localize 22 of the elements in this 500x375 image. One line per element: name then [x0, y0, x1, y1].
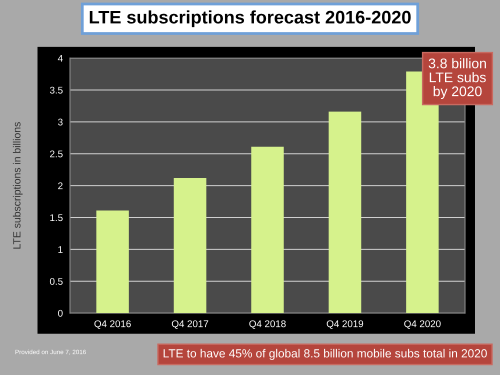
y-tick-label: 3.5 [50, 86, 63, 94]
y-tick-label: 4 [58, 54, 63, 62]
y-tick-label: 2.5 [50, 150, 63, 158]
y-tick-label: 2 [58, 182, 63, 190]
x-tick-label: Q4 2017 [172, 320, 208, 329]
x-tick-label: Q4 2018 [249, 320, 286, 329]
chart-title: LTE subscriptions forecast 2016-2020 [90, 10, 411, 28]
y-tick-label: 1.5 [50, 214, 63, 222]
bar [174, 178, 206, 314]
annotation: 3.8 billion LTE subs by 2020 [428, 58, 486, 99]
y-tick-label: 3 [58, 118, 63, 126]
y-axis-title: LTE subscriptions in billions [12, 122, 23, 249]
x-tick-label: Q4 2019 [326, 320, 364, 329]
y-tick-label: 0 [58, 310, 63, 317]
y-tick-label: 1 [58, 246, 63, 253]
text: LTE to have 45% of global 8.5 billion mobile subs total in 2020 [164, 348, 487, 360]
bar [328, 112, 362, 314]
y-tick-label: 0.5 [50, 278, 63, 285]
bar [251, 146, 284, 314]
x-tick-label: Q4 2016 [94, 320, 131, 329]
x-tick-label: Q4 2020 [404, 320, 441, 329]
bar [96, 210, 129, 314]
